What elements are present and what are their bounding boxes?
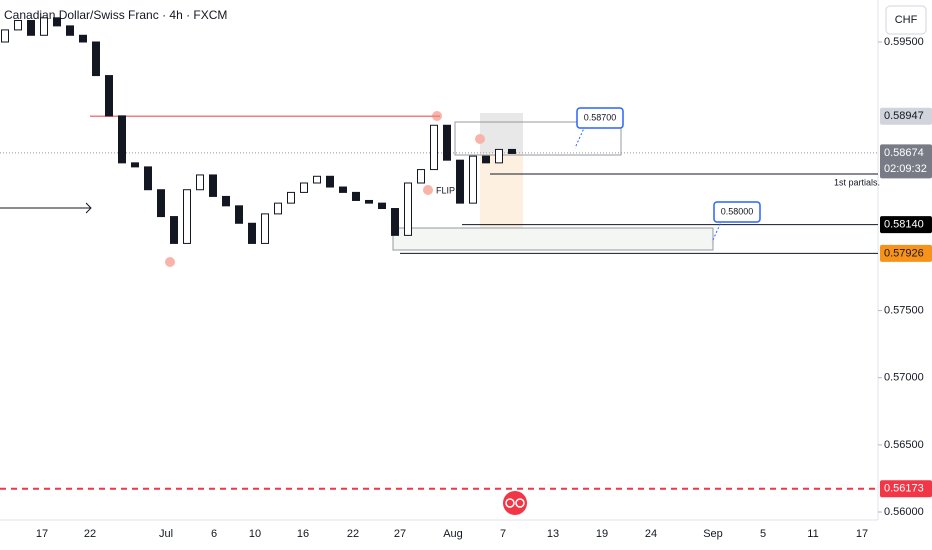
candle xyxy=(443,124,451,161)
candle xyxy=(235,205,243,224)
partials-label: 1st partials. xyxy=(834,177,880,187)
flip-label: FLIP xyxy=(436,185,455,195)
marker xyxy=(423,185,433,195)
currency-button[interactable] xyxy=(885,5,927,35)
x-tick-label: Jul xyxy=(159,528,173,540)
price-label-bg xyxy=(880,244,932,262)
price-label-bg xyxy=(880,480,932,498)
candle xyxy=(1,29,9,43)
price-label: 0.56173 xyxy=(884,483,924,495)
price-label: 0.58140 xyxy=(884,219,924,231)
candle xyxy=(274,202,282,215)
candle xyxy=(404,182,412,236)
x-tick-label: 17 xyxy=(856,528,868,540)
candle xyxy=(157,189,165,218)
x-tick-label: 7 xyxy=(500,528,506,540)
candle xyxy=(92,41,100,77)
x-tick-label: 10 xyxy=(249,528,261,540)
candle xyxy=(391,208,399,236)
x-tick-label: 16 xyxy=(297,528,309,540)
marker xyxy=(165,257,175,267)
candle xyxy=(183,189,191,244)
events-icon[interactable] xyxy=(503,491,527,515)
candle xyxy=(27,20,35,36)
callout-box xyxy=(576,107,624,129)
price-label: 0.58674 xyxy=(884,147,924,159)
arrow-head xyxy=(85,202,92,214)
candle xyxy=(495,148,503,164)
candle xyxy=(300,182,308,193)
candle xyxy=(170,216,178,244)
candle xyxy=(326,175,334,188)
y-tick-label: 0.59500 xyxy=(884,36,924,48)
x-tick-label: 17 xyxy=(36,528,48,540)
candle xyxy=(131,162,139,168)
candle xyxy=(469,155,477,204)
price-label-bg xyxy=(880,216,932,234)
x-tick-label: 27 xyxy=(394,528,406,540)
candle xyxy=(313,175,321,184)
callout-pointer xyxy=(711,219,723,243)
price-label-bg xyxy=(880,107,932,125)
callout-pointer xyxy=(574,125,586,149)
candle xyxy=(105,75,113,117)
candle xyxy=(248,222,256,244)
risk-zone xyxy=(480,113,523,153)
price-label: 0.57926 xyxy=(884,247,924,259)
candle xyxy=(378,202,386,210)
candle xyxy=(79,34,87,43)
zone-box xyxy=(454,121,622,156)
marker xyxy=(475,134,485,144)
price-label: 0.58947 xyxy=(884,110,924,122)
candle xyxy=(222,195,230,207)
candle xyxy=(14,20,22,31)
candle xyxy=(53,17,61,27)
candle xyxy=(261,213,269,244)
x-tick-label: 13 xyxy=(547,528,559,540)
candle xyxy=(209,174,217,197)
y-tick-label: 0.57500 xyxy=(884,304,924,316)
candle xyxy=(508,148,516,154)
candle xyxy=(417,169,425,184)
price-label-bg xyxy=(880,144,932,179)
x-tick-label: 5 xyxy=(760,528,766,540)
event-icon[interactable] xyxy=(503,491,527,515)
candle xyxy=(40,17,48,36)
candle xyxy=(339,186,347,193)
candle xyxy=(66,25,74,36)
countdown: 02:09:32 xyxy=(884,163,927,175)
callout-label: 0.58000 xyxy=(721,206,754,216)
x-tick-label: 22 xyxy=(84,528,96,540)
candle xyxy=(482,155,490,164)
y-tick-label: 0.56000 xyxy=(884,506,924,518)
event-glyph xyxy=(515,498,525,508)
candle xyxy=(287,191,295,204)
candle xyxy=(118,115,126,164)
candle xyxy=(365,199,373,204)
x-tick-label: 22 xyxy=(347,528,359,540)
x-tick-label: 24 xyxy=(645,528,657,540)
candle xyxy=(196,174,204,191)
event-glyph xyxy=(505,498,515,508)
y-tick-label: 0.56500 xyxy=(884,439,924,451)
y-tick-label: 0.57000 xyxy=(884,372,924,384)
x-tick-label: Aug xyxy=(443,528,463,540)
x-tick-label: 11 xyxy=(807,528,818,540)
candle xyxy=(352,191,360,201)
callout-label: 0.58700 xyxy=(584,112,617,122)
zone-box xyxy=(392,227,714,251)
chart-title: Canadian Dollar/Swiss Franc · 4h · FXCM xyxy=(4,8,227,22)
candle xyxy=(144,166,152,191)
candle xyxy=(430,124,438,171)
callout-box xyxy=(713,201,761,223)
x-tick-label: 19 xyxy=(596,528,608,540)
candle xyxy=(456,159,464,204)
currency-label[interactable]: CHF xyxy=(895,14,918,26)
x-tick-label: Sep xyxy=(703,528,723,540)
x-tick-label: 6 xyxy=(211,528,217,540)
